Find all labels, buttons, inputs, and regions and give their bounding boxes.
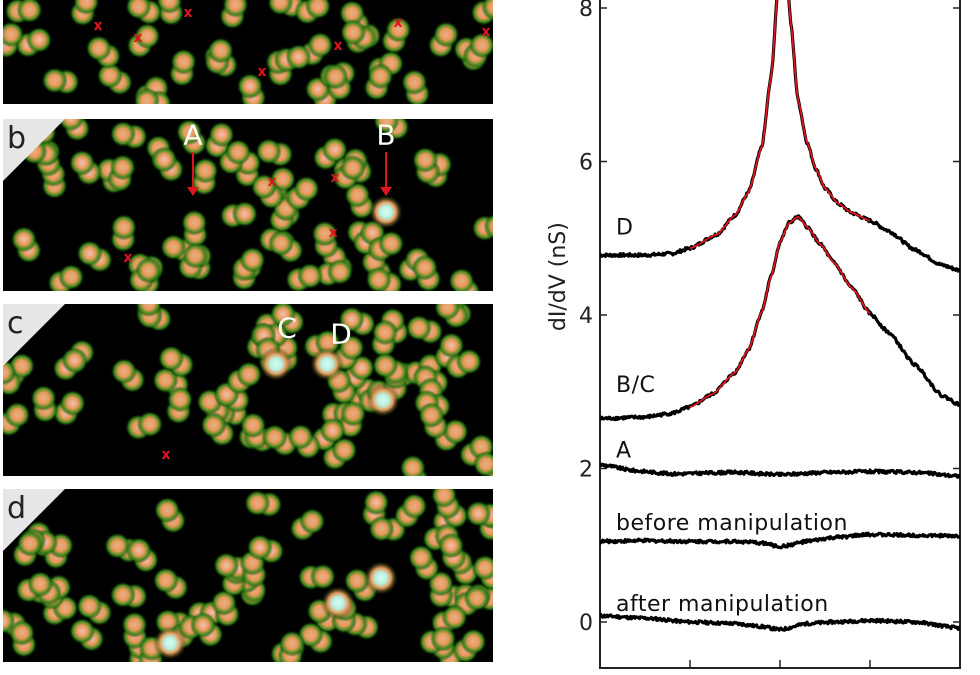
series-label: A xyxy=(616,438,632,463)
manipulated-molecule-marker: x xyxy=(328,225,338,241)
y-tick-label: 6 xyxy=(579,151,593,176)
spectrum-line-A xyxy=(600,462,960,479)
manipulated-molecule-marker: x xyxy=(393,15,403,31)
fit-line-B-C xyxy=(689,215,871,408)
manipulated-molecule-marker: x xyxy=(333,38,343,54)
series-label: before manipulation xyxy=(616,511,848,536)
manipulated-molecule-marker: x xyxy=(161,447,171,463)
spectrum-line-after-manipulation xyxy=(600,613,960,632)
site-label-A: A xyxy=(183,119,203,152)
panel-label-corner xyxy=(3,489,65,551)
manipulated-molecule-marker: x xyxy=(93,18,103,34)
site-label-C: C xyxy=(277,311,297,345)
spectrum-line-before-manipulation xyxy=(600,531,960,550)
y-axis-label: dI/dV (nS) xyxy=(546,222,571,331)
y-tick-label: 4 xyxy=(579,304,593,329)
stm-image xyxy=(3,489,493,662)
panel-label-corner xyxy=(3,119,65,181)
manipulated-molecule-marker: x xyxy=(257,64,267,80)
manipulated-molecule-marker: x xyxy=(267,174,277,190)
manipulated-molecule-marker: x xyxy=(481,24,491,40)
plot-frame xyxy=(599,0,961,669)
spectrum-line-D xyxy=(600,0,960,273)
manipulated-molecule-marker: x xyxy=(330,170,340,186)
panel-label: b xyxy=(7,121,27,156)
series-label: after manipulation xyxy=(616,592,829,617)
site-label-B: B xyxy=(376,119,396,152)
series-label: B/C xyxy=(616,373,655,398)
stm-image xyxy=(3,304,493,476)
y-tick-label: 2 xyxy=(579,458,593,483)
site-arrow xyxy=(380,152,392,196)
stm-image xyxy=(3,119,493,291)
y-tick-label: 8 xyxy=(579,0,593,22)
panel-label: d xyxy=(7,491,27,526)
stm-panel-d: d xyxy=(3,489,493,662)
stm-image xyxy=(3,0,493,104)
site-label-D: D xyxy=(330,317,352,351)
manipulated-molecule-marker: x xyxy=(133,30,143,46)
panel-label-corner xyxy=(3,304,65,366)
series-label: D xyxy=(616,216,633,241)
stm-panel-a: x x x x x x x xyxy=(3,0,493,104)
site-arrow xyxy=(187,152,199,196)
panel-label: c xyxy=(7,306,24,341)
manipulated-molecule-marker: x xyxy=(123,250,133,266)
fit-line-D xyxy=(689,0,871,250)
y-tick-label: 0 xyxy=(579,611,593,636)
series-group xyxy=(600,0,960,632)
manipulated-molecule-marker: x xyxy=(183,5,193,21)
stm-panel-b: b x x x x A B xyxy=(3,119,493,291)
